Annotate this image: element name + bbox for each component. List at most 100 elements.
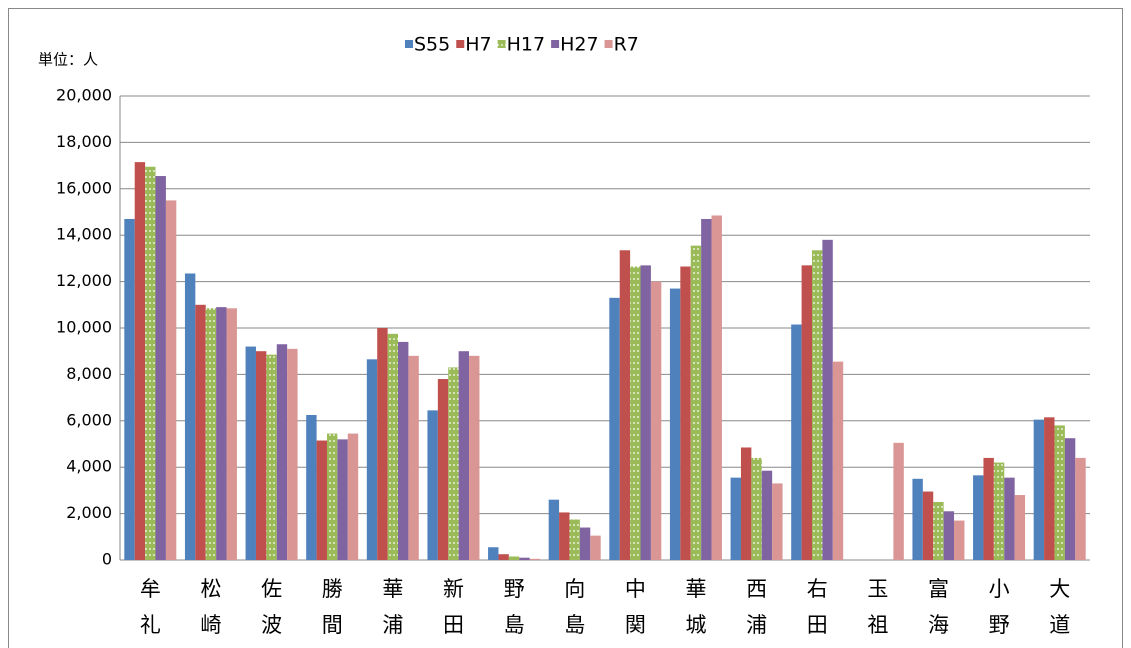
legend-label: H17 (507, 34, 545, 56)
bar (266, 354, 277, 560)
y-tick-label: 6,000 (66, 410, 112, 429)
x-tick-label: 松崎 (200, 577, 221, 637)
bar (326, 433, 338, 560)
bar (498, 554, 509, 560)
bar (1054, 425, 1065, 560)
bar (529, 558, 541, 560)
bar (134, 162, 146, 560)
bar (761, 470, 773, 560)
bar (973, 475, 984, 560)
y-tick-label: 4,000 (66, 457, 112, 476)
bar (398, 341, 409, 560)
bar (801, 265, 812, 560)
legend-swatch (551, 40, 560, 48)
bar (669, 288, 681, 560)
bar (337, 439, 348, 560)
bar (811, 250, 823, 560)
x-tick-label: 中関 (625, 577, 646, 637)
bar (954, 520, 965, 560)
x-tick-label: 小野 (989, 577, 1010, 637)
x-tick-label: 華浦 (382, 577, 403, 637)
bar (366, 359, 378, 560)
bar (1033, 419, 1045, 560)
bar (448, 367, 459, 560)
bar (893, 442, 904, 560)
bar (730, 477, 741, 560)
y-tick-label: 18,000 (56, 132, 112, 151)
bar (145, 166, 156, 560)
bar (569, 519, 580, 560)
bar (559, 512, 570, 560)
bar (619, 250, 631, 560)
bar (276, 344, 288, 560)
bar (933, 502, 944, 560)
bar (306, 415, 317, 560)
frame (8, 8, 1123, 648)
x-tick-label: 大道 (1049, 577, 1070, 637)
bar (590, 535, 601, 560)
bar (680, 266, 691, 560)
legend-swatch (604, 40, 613, 48)
bar (1064, 438, 1076, 560)
legend-label: H7 (465, 34, 491, 56)
x-tick-label: 向島 (564, 577, 585, 637)
bar (751, 457, 762, 560)
bar (701, 218, 712, 560)
bar (650, 281, 662, 560)
bar (983, 457, 994, 560)
bar (943, 511, 955, 560)
bar (165, 200, 177, 560)
bar (690, 245, 702, 560)
bar (1044, 417, 1055, 560)
bar (711, 215, 722, 561)
x-tick-label: 佐波 (261, 577, 282, 637)
bar (205, 308, 217, 560)
bar (195, 304, 206, 560)
y-tick-label: 14,000 (56, 225, 112, 244)
bar (488, 547, 499, 560)
y-tick-label: 8,000 (66, 364, 112, 383)
bar (124, 218, 135, 560)
bar (772, 483, 783, 560)
bar (548, 499, 560, 560)
y-tick-label: 0 (102, 550, 112, 569)
bar (469, 355, 480, 560)
bar (822, 239, 833, 560)
y-tick-label: 16,000 (56, 178, 112, 197)
bar (832, 361, 844, 560)
bar (519, 557, 530, 560)
y-tick-label: 12,000 (56, 271, 112, 290)
y-tick-label: 2,000 (66, 503, 112, 522)
bar (1075, 457, 1086, 560)
bar (1004, 477, 1015, 560)
x-tick-label: 新田 (443, 577, 464, 637)
bar (245, 346, 256, 560)
bar (993, 462, 1005, 560)
unit-label: 単位：人 (38, 51, 98, 69)
bar (1014, 495, 1026, 560)
x-tick-label: 富海 (928, 577, 949, 637)
bar (630, 266, 641, 560)
bar (640, 265, 651, 560)
x-tick-label: 西浦 (746, 577, 767, 637)
bar (255, 351, 267, 560)
bar (912, 478, 923, 560)
legend-label: S55 (414, 34, 450, 56)
bar (226, 308, 237, 560)
bar (458, 351, 470, 560)
bar (508, 556, 520, 560)
bar (427, 410, 438, 560)
bar (408, 355, 419, 560)
bar (791, 324, 802, 560)
bar (579, 527, 591, 560)
bar (922, 491, 934, 560)
y-tick-label: 10,000 (56, 318, 112, 337)
bar (347, 433, 359, 560)
legend-swatch (497, 40, 506, 48)
x-tick-label: 野島 (504, 577, 525, 637)
legend-swatch (456, 40, 465, 48)
bar (609, 297, 620, 560)
x-tick-label: 右田 (807, 577, 828, 637)
bar (184, 273, 196, 560)
legend-label: R7 (614, 34, 639, 56)
